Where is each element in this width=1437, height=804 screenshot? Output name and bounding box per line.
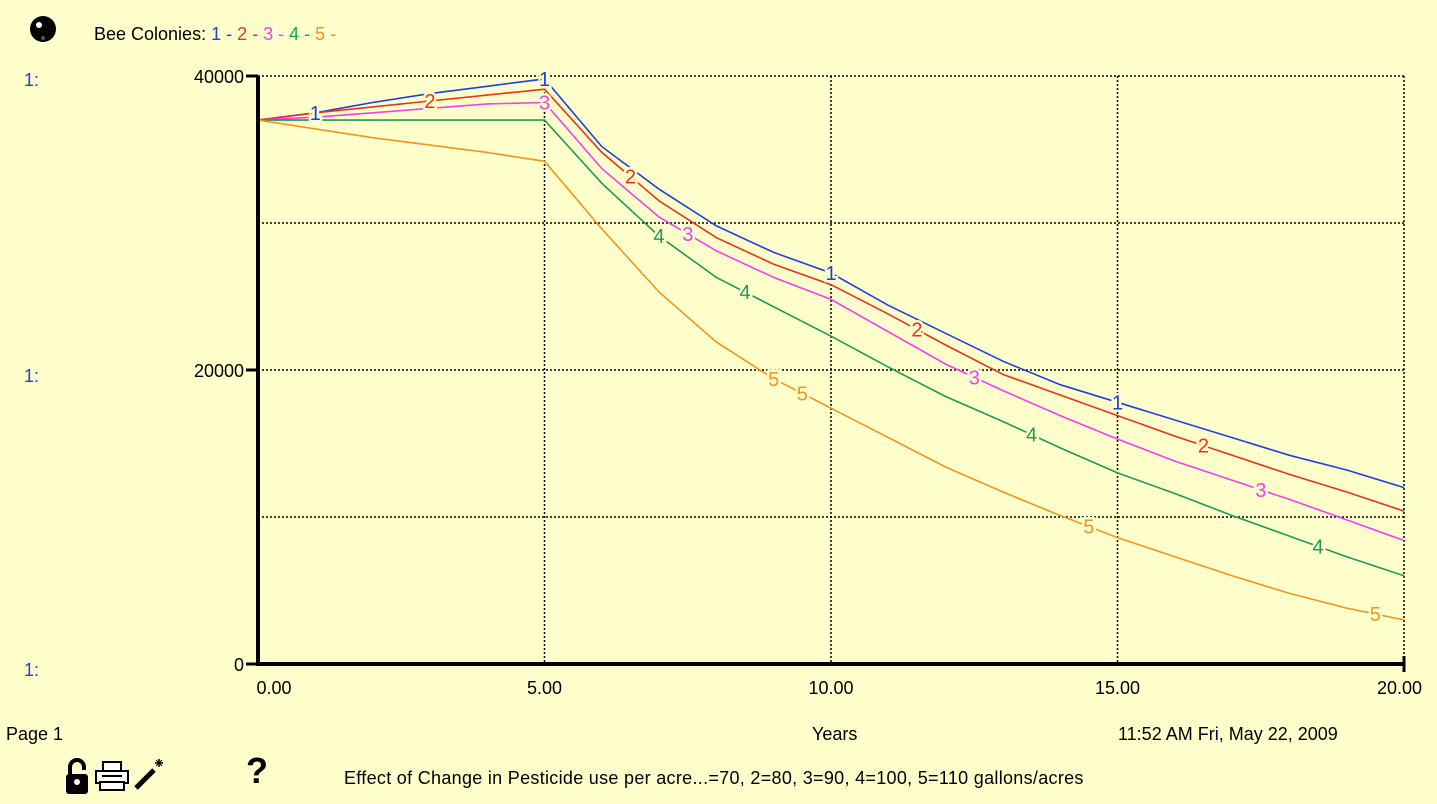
timestamp: 11:52 AM Fri, May 22, 2009: [1118, 724, 1338, 744]
printer-icon[interactable]: [94, 760, 130, 792]
legend-items: 1 - 2 - 3 - 4 - 5 -: [211, 24, 336, 44]
series-label-1: 1: [310, 103, 321, 125]
chart-caption: Effect of Change in Pesticide use per ac…: [344, 768, 1084, 788]
legend-item-1: 1: [211, 24, 227, 44]
legend: Bee Colonies: 1 - 2 - 3 - 4 - 5 -: [94, 24, 336, 44]
series-label-1: 1: [825, 263, 836, 285]
x-axis-label: Years: [812, 724, 858, 744]
series-label-5: 5: [1083, 517, 1094, 539]
series-label-2: 2: [424, 91, 435, 113]
series-label-4: 4: [1312, 536, 1323, 558]
legend-item-2: 2: [232, 24, 253, 44]
series-label-5: 5: [797, 384, 808, 406]
series-line-3: [257, 101, 1405, 542]
legend-separator: -: [304, 24, 311, 44]
series-label-4: 4: [739, 282, 750, 304]
x-tick-label: 10.00: [808, 678, 853, 698]
legend-separator: -: [252, 24, 259, 44]
legend-prefix: Bee Colonies:: [94, 24, 207, 44]
y-tick-label: 0: [234, 655, 244, 675]
series-label-3: 3: [1255, 480, 1266, 502]
series-line-4: [258, 119, 1405, 577]
y-tick-label: 20000: [194, 361, 244, 381]
y-tick-label: 40000: [194, 67, 244, 87]
series-label-2: 2: [911, 320, 922, 342]
x-tick-label: 20.00: [1377, 678, 1422, 698]
x-tick-label: 15.00: [1095, 678, 1140, 698]
magic-wand-icon[interactable]: [132, 756, 168, 792]
x-tick-label: 0.00: [256, 678, 291, 698]
series-label-2: 2: [625, 167, 636, 189]
page-label: Page 1: [6, 724, 64, 744]
lock-icon[interactable]: [62, 756, 92, 796]
series-label-3: 3: [539, 92, 550, 114]
legend-separator: -: [330, 24, 337, 44]
x-tick-label: 5.00: [527, 678, 562, 698]
series-label-5: 5: [768, 369, 779, 391]
series-label-4: 4: [654, 226, 665, 248]
legend-separator: -: [226, 24, 233, 44]
scale-label-bottom: 1:: [24, 660, 40, 680]
series-label-2: 2: [1198, 436, 1209, 458]
series-label-1: 1: [539, 69, 550, 91]
legend-item-3: 3: [258, 24, 279, 44]
legend-separator: -: [278, 24, 285, 44]
series-line-2: [257, 88, 1405, 512]
pin-icon[interactable]: [28, 14, 58, 44]
series-label-5: 5: [1370, 604, 1381, 626]
series-label-3: 3: [969, 367, 980, 389]
series-label-1: 1: [1112, 392, 1123, 414]
help-icon[interactable]: ?: [246, 750, 268, 791]
scale-label-mid: 1:: [24, 366, 40, 386]
series-line-5: [257, 119, 1405, 621]
scale-label-top: 1:: [24, 70, 40, 90]
legend-item-5: 5: [310, 24, 331, 44]
series-label-4: 4: [1026, 425, 1037, 447]
series-line-1: [257, 78, 1405, 489]
series-label-3: 3: [682, 224, 693, 246]
legend-item-4: 4: [284, 24, 305, 44]
